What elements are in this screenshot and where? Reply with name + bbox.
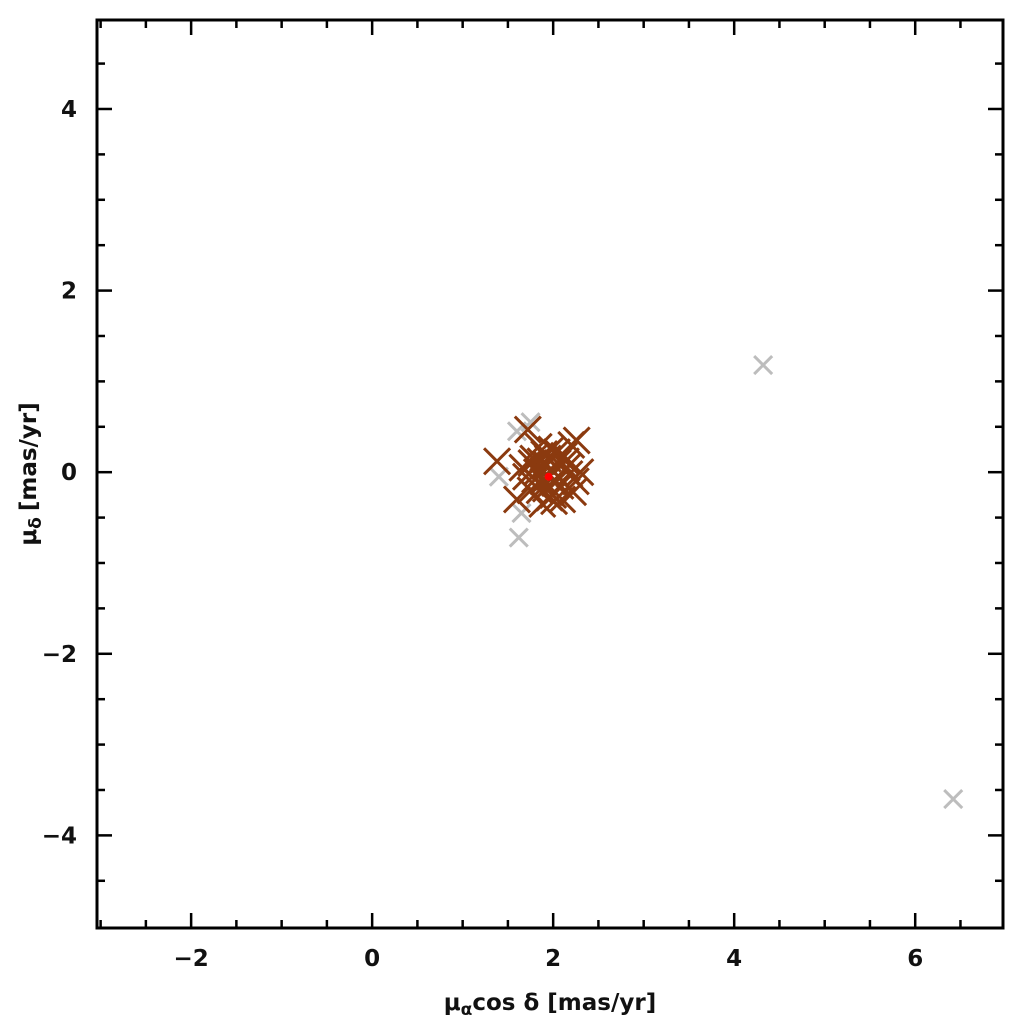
y-tick-label: 2 (61, 279, 77, 305)
point (529, 467, 558, 496)
x-tick-label: 0 (364, 946, 380, 972)
point (544, 472, 553, 481)
point (544, 462, 573, 491)
point (540, 487, 569, 516)
x-tick-label: 6 (907, 946, 923, 972)
x-tick-label: −2 (173, 946, 208, 972)
point (482, 447, 512, 476)
x-label-sub: α (461, 1000, 473, 1020)
x-label-symbol: μ (444, 990, 461, 1016)
y-tick-label: 0 (61, 460, 77, 486)
x-axis-label: μαcos δ [mas/yr] (444, 990, 657, 1020)
x-label-rest: cos δ [mas/yr] (472, 990, 656, 1016)
point (513, 415, 542, 444)
plot-frame (95, 18, 1005, 930)
point (562, 426, 591, 455)
y-label-symbol: μ (16, 529, 42, 546)
point (566, 458, 595, 487)
point (943, 789, 964, 810)
y-tick-label: 4 (61, 97, 77, 123)
y-label-sub: δ (26, 517, 46, 529)
x-tick-label: 4 (726, 946, 742, 972)
point (524, 432, 553, 461)
y-axis-label: μδ [mas/yr] (16, 402, 46, 546)
point (753, 354, 774, 376)
point (508, 453, 537, 482)
y-label-rest: [mas/yr] (16, 402, 42, 511)
point (511, 502, 532, 524)
y-tick-label: −2 (42, 642, 77, 668)
point (517, 449, 546, 478)
point (508, 527, 529, 548)
point (533, 444, 562, 473)
x-tick-label: 2 (545, 946, 561, 972)
y-tick-label: −4 (42, 823, 77, 849)
